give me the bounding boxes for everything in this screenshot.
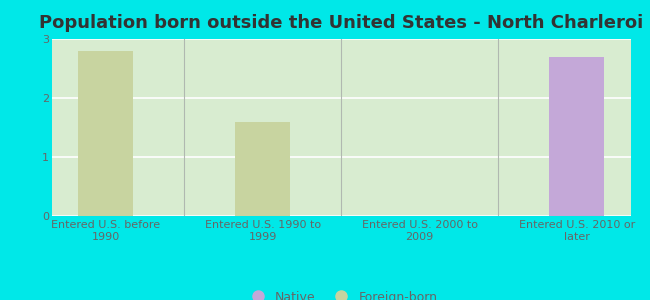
Title: Population born outside the United States - North Charleroi: Population born outside the United State… <box>39 14 644 32</box>
Legend: Native, Foreign-born: Native, Foreign-born <box>240 286 442 300</box>
Bar <box>549 57 604 216</box>
Bar <box>78 51 133 216</box>
Bar <box>235 122 291 216</box>
